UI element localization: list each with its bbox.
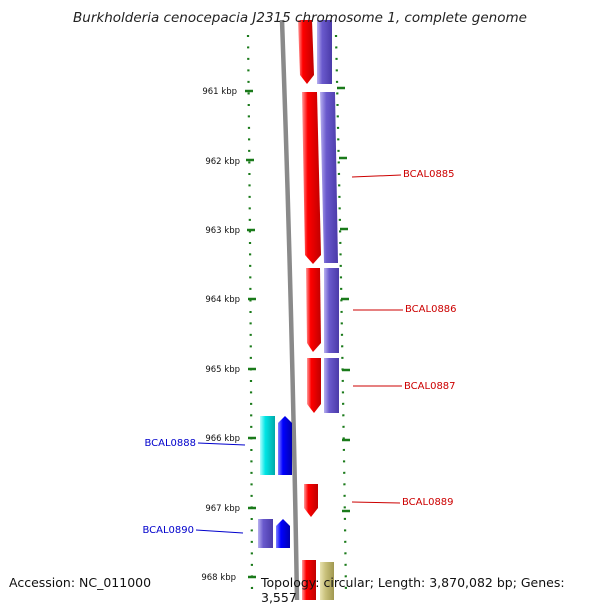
reverse-leaders (195, 442, 246, 534)
scale-label: 963 kbp (205, 226, 240, 236)
gene-labels: BCAL0885 BCAL0886 BCAL0887 BCAL0888 BCAL… (142, 169, 456, 536)
forward-cog-track (317, 20, 339, 600)
scale-label: 966 kbp (205, 434, 240, 444)
gene-label-bcal0887[interactable]: BCAL0887 (404, 381, 456, 392)
forward-cds (306, 268, 321, 352)
forward-cog (320, 92, 338, 263)
scale-ticks-left (245, 89, 256, 579)
forward-cds (304, 484, 318, 517)
gene-label-bcal0890[interactable]: BCAL0890 (142, 525, 194, 536)
scale-label: 961 kbp (202, 87, 237, 97)
gene-label-bcal0888[interactable]: BCAL0888 (144, 438, 196, 449)
accession-text: Accession: NC_011000 (9, 575, 152, 590)
forward-cog (320, 562, 334, 600)
inner-scale-ring (246, 34, 254, 596)
forward-cds (307, 358, 321, 413)
scale-ticks-right (337, 86, 350, 513)
forward-cds-track (298, 20, 321, 600)
forward-cog (324, 268, 339, 353)
forward-cds (298, 20, 314, 84)
scale-label: 962 kbp (205, 157, 240, 167)
scale-label: 967 kbp (205, 504, 240, 514)
forward-cog (324, 358, 339, 413)
scale-labels: 961 kbp 962 kbp 963 kbp 964 kbp 965 kbp … (201, 87, 240, 583)
topology-text: Topology: circular; Length: 3,870,082 bp… (261, 575, 565, 605)
map-title: Burkholderia cenocepacia J2315 chromosom… (73, 10, 527, 26)
gene-label-bcal0886[interactable]: BCAL0886 (405, 304, 457, 315)
reverse-track (258, 416, 292, 548)
genome-backbone (279, 19, 300, 600)
scale-label: 968 kbp (201, 573, 236, 583)
reverse-cog (258, 519, 273, 548)
forward-leaders (351, 174, 403, 504)
reverse-cds (278, 416, 292, 475)
reverse-cog-cyan (260, 416, 275, 475)
forward-cds (302, 92, 321, 264)
scale-label: 964 kbp (205, 295, 240, 305)
reverse-cds (276, 519, 290, 548)
forward-cog (317, 20, 332, 84)
gene-label-bcal0885[interactable]: BCAL0885 (403, 169, 455, 180)
gene-label-bcal0889[interactable]: BCAL0889 (402, 497, 454, 508)
forward-cds (302, 560, 316, 600)
scale-label: 965 kbp (205, 365, 240, 375)
